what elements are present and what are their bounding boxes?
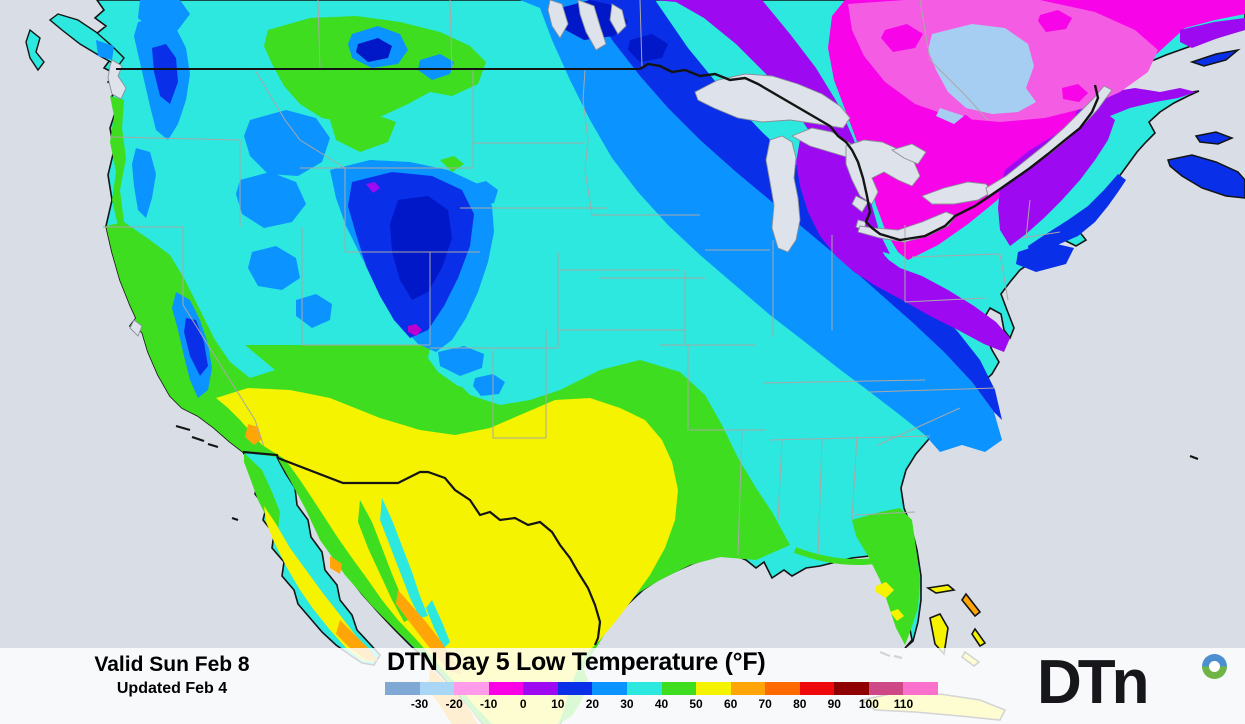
light-blue-patch [928,24,1036,124]
legend-segment [488,682,524,695]
legend-tick-label: 80 [793,697,807,711]
legend-segment [730,682,766,695]
legend-tick-label: -30 [410,697,429,711]
legend-segment [557,682,593,695]
legend-tick-label: 30 [620,697,634,711]
legend-segment [592,682,627,695]
dtn-logo-text: DTn [1037,648,1150,717]
legend-segment [661,682,697,695]
legend-tick-label: -20 [445,697,463,711]
legend-tick-label: 20 [585,697,600,711]
dtn-logo: DTn [1037,646,1227,722]
legend-tick-label: -10 [480,697,498,711]
legend-tick-label: 10 [551,697,565,711]
legend-tick-label: 60 [723,697,738,711]
valid-date-text: Valid Sun Feb 8 [94,653,250,676]
temperature-legend: -30 -20 -10 0 10 20 30 40 50 60 70 80 90 100 110 [385,682,938,713]
valid-block: Valid Sun Feb 8 Updated Feb 4 [52,652,292,700]
legend-tick-label: 50 [689,697,703,711]
footer-bar: Valid Sun Feb 8 Updated Feb 4 DTN Day 5 … [0,648,1245,724]
legend-tick-label: 90 [827,697,841,711]
legend-segment [834,682,869,695]
map-title: DTN Day 5 Low Temperature (°F) [387,648,766,676]
legend-segment [385,682,420,695]
updated-date-text: Updated Feb 4 [116,680,228,697]
legend-segment [765,682,800,695]
legend-segment [626,682,662,695]
legend-segment [696,682,731,695]
country-borders [116,62,1100,646]
legend-tick-label: 110 [893,697,914,711]
maritime-islands [1167,48,1245,199]
legend-segment [419,682,455,695]
legend-segment [454,682,489,695]
legend-tick-label: 0 [519,697,527,711]
legend-ticks: -30 -20 -10 0 10 20 30 40 50 60 70 80 90 100 110 [385,695,938,713]
legend-segment [799,682,835,695]
legend-segment [903,682,938,695]
state-borders [103,0,1061,556]
legend-tick-label: 40 [654,697,669,711]
great-lakes [107,0,1113,337]
legend-tick-label: 70 [758,697,772,711]
legend-tick-label: 100 [858,697,879,711]
temp-band-purple-overlay [998,18,1245,246]
legend-bar [385,682,938,695]
legend-segment [523,682,558,695]
legend-segment [868,682,904,695]
dtn-logo-ring-icon [1202,654,1227,679]
